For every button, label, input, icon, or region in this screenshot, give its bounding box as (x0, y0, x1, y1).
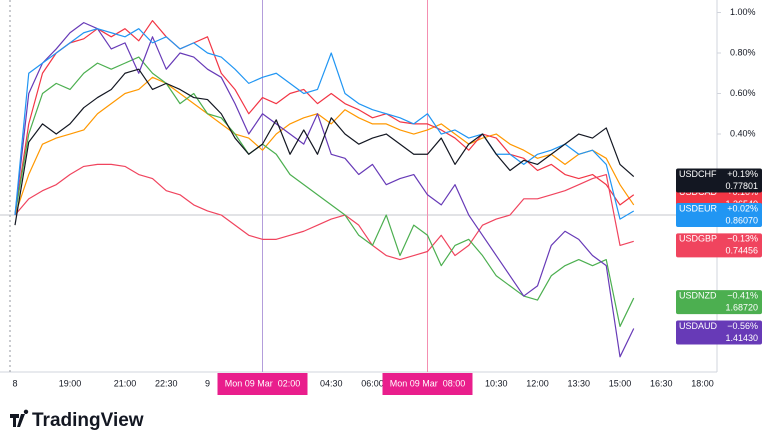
series-change: +0.19% (727, 169, 758, 179)
series-line (14, 68, 635, 226)
series-price: 0.74456 (725, 246, 758, 256)
logo-mark (10, 409, 29, 427)
x-tick-label: 04:30 (320, 378, 343, 388)
price-label: USDNZD −0.41% 1.68720 (676, 290, 762, 315)
series-change: −0.13% (727, 234, 758, 244)
series-price: 1.41430 (725, 333, 758, 343)
price-box (676, 202, 762, 227)
time-highlight (382, 373, 473, 395)
x-tick-label: 21:00 (114, 378, 137, 388)
series-line (14, 28, 635, 220)
series-change: −0.56% (727, 321, 758, 331)
x-tick-label: 9 (205, 378, 210, 388)
y-tick-label: 0.80% (730, 47, 756, 57)
y-tick-label: 0.60% (730, 88, 756, 98)
series-line (14, 20, 635, 216)
series-name: USDCHF (679, 169, 717, 179)
x-tick-label: 8 (12, 378, 17, 388)
logo: TradingView (10, 409, 144, 431)
series-change: −0.41% (727, 290, 758, 300)
series-line (14, 56, 635, 328)
price-label: USDEUR +0.02% 0.86070 (676, 202, 762, 227)
time-highlight (217, 373, 308, 395)
series-price: 0.86070 (725, 215, 758, 225)
x-tick-label: 18:00 (691, 378, 714, 388)
series-line (14, 163, 634, 261)
x-tick-label-highlight: Mon 09 Mar 08:00 (390, 378, 466, 388)
series-change: +0.02% (727, 203, 758, 213)
x-tick-label: 15:00 (609, 378, 632, 388)
price-label: USDCHF +0.19% 0.77801 (676, 168, 762, 193)
price-box (676, 290, 762, 315)
series-name: USDGBP (679, 234, 717, 244)
series-line (14, 22, 635, 358)
series-line (14, 76, 635, 216)
series-price: 1.68720 (725, 302, 758, 312)
series-name: USDAUD (679, 321, 718, 331)
x-tick-label: 10:30 (485, 378, 508, 388)
price-label: USDAUD −0.56% 1.41430 (676, 320, 762, 345)
series-price: 0.77801 (725, 181, 758, 191)
x-tick-label: 19:00 (59, 378, 82, 388)
x-tick-label: 12:00 (526, 378, 549, 388)
price-box (676, 320, 762, 345)
x-tick-label: 22:30 (155, 378, 178, 388)
x-tick-label: 06:00 (361, 378, 384, 388)
price-label: USDGBP −0.13% 0.74456 (676, 233, 762, 258)
price-box (676, 168, 762, 193)
series-name: USDEUR (679, 203, 718, 213)
y-tick-label: 1.00% (730, 7, 756, 17)
x-tick-label-highlight: Mon 09 Mar 02:00 (225, 378, 301, 388)
price-box (676, 233, 762, 258)
x-tick-label: 13:30 (567, 378, 590, 388)
series-name: USDNZD (679, 290, 717, 300)
brand: TradingView (32, 410, 144, 431)
x-tick-label: 16:30 (650, 378, 673, 388)
y-tick-label: 0.40% (730, 128, 756, 138)
